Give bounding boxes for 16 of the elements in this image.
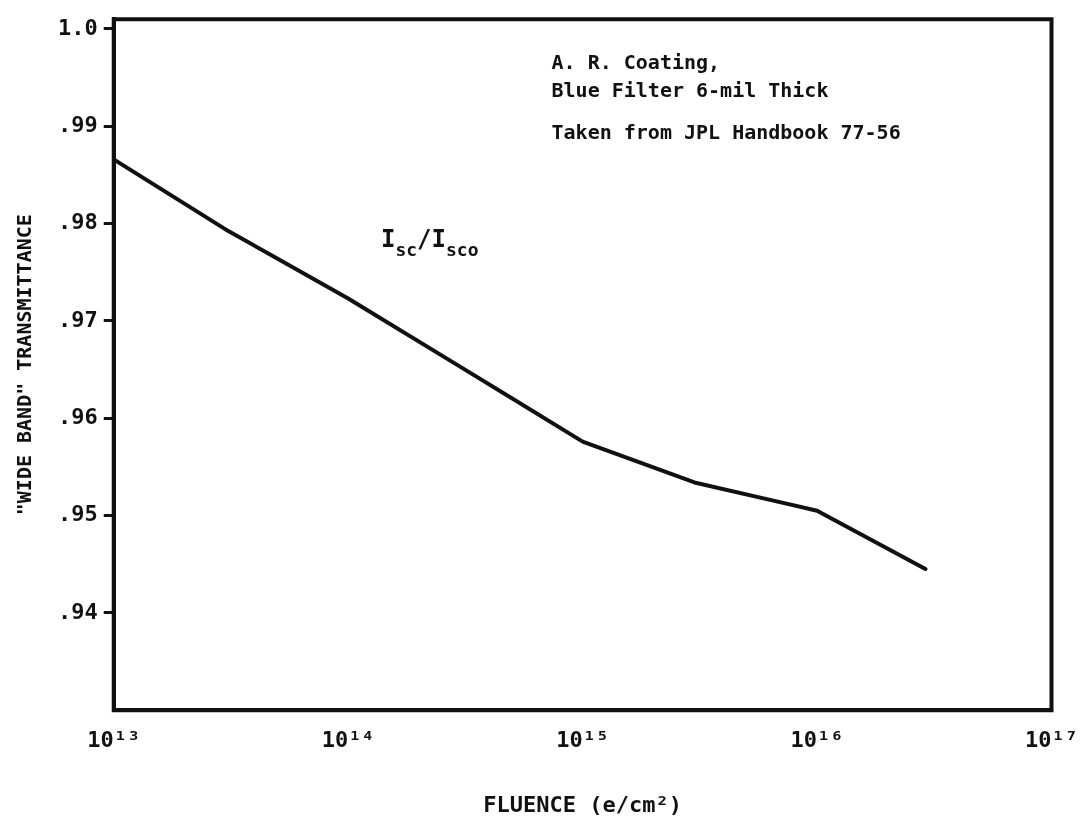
y-tick-label: .94 <box>57 598 98 624</box>
x-tick-label: 10¹⁴ <box>321 727 375 753</box>
y-tick-label: .99 <box>57 111 98 137</box>
x-tick-label: 10¹³ <box>87 727 141 753</box>
x-tick-label: 10¹⁷ <box>1025 727 1078 753</box>
x-axis-title: FLUENCE (e/cm²) <box>483 791 682 817</box>
y-tick-label: .96 <box>57 403 98 429</box>
y-axis-title: "WIDE BAND" TRANSMITTANCE <box>12 214 37 516</box>
annotation: Taken from JPL Handbook 77-56 <box>551 120 901 145</box>
x-tick-label: 10¹⁵ <box>556 727 610 753</box>
y-tick-label: .97 <box>57 306 98 332</box>
y-tick-label: .95 <box>57 501 98 527</box>
x-tick-label: 10¹⁶ <box>790 727 844 753</box>
y-tick-label: 1.0 <box>57 14 98 40</box>
annotation: A. R. Coating, Blue Filter 6-mil Thick <box>551 50 829 103</box>
y-tick-label: .98 <box>57 209 98 235</box>
